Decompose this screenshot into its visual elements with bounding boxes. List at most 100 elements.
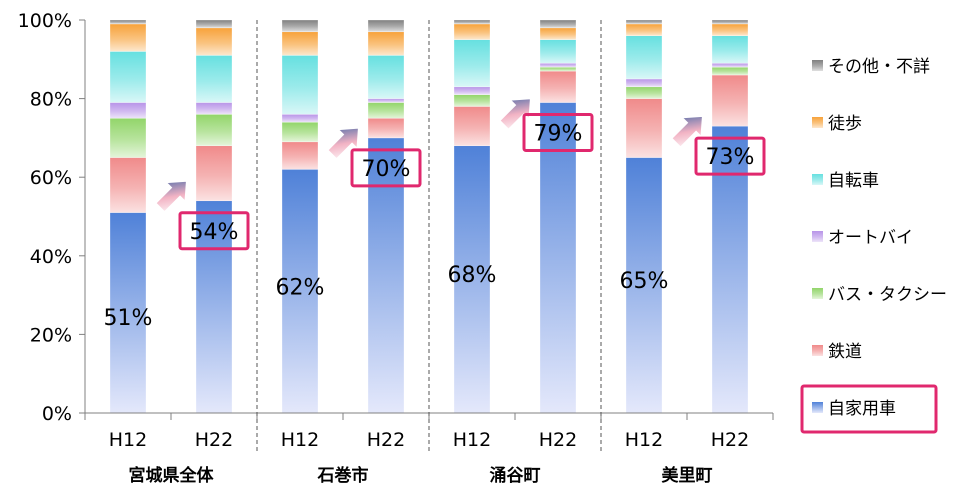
bar-seg-6-1 [195,19,233,29]
label-layer: 51% 54% 62% 70% 68% 79% 65% 73% [104,113,766,331]
bar-seg-3-4 [453,86,491,95]
trend-arrow-1 [327,127,359,160]
bar-seg-5-0 [109,23,147,52]
bar-seg-2-0 [109,118,147,158]
value-label-box-7 [694,136,766,176]
x-tick-label-1: H22 [195,429,233,451]
bar-seg-2-7 [711,66,749,76]
x-tick-label-6: H12 [625,429,663,451]
bar-seg-4-4 [453,39,491,88]
legend-label-2: バス・タクシー [828,285,947,305]
bar-seg-0-3 [367,137,405,414]
bar-seg-6-4 [453,19,491,25]
y-tick-label-5: 100% [18,10,72,32]
bar-seg-1-6 [625,98,663,158]
bar-seg-2-4 [453,94,491,107]
bar-seg-4-5 [539,39,577,64]
bar-seg-3-3 [367,98,405,103]
bar-seg-4-6 [625,35,663,80]
bar-seg-5-3 [367,31,405,56]
group-label-0: 宮城県全体 [129,465,215,486]
x-tick-label-2: H12 [281,429,319,451]
bar-seg-6-2 [281,19,319,33]
bar-seg-3-6 [625,78,663,88]
legend-swatch-5 [812,117,823,128]
bar-seg-3-1 [195,102,233,115]
axis-layer: 0% 20% 40% 60% 80% 100% H12 H22 H12 H22 H12 H22 H12 H… [18,10,774,486]
bar-seg-6-0 [109,19,147,25]
value-label-3: 70% [362,157,411,182]
legend-swatch-6 [812,60,823,71]
bar-seg-2-2 [281,121,319,143]
value-label-box-1 [178,211,250,251]
legend-swatch-0 [812,402,823,413]
bar-seg-6-6 [625,19,663,25]
legend-highlight-box [800,384,938,434]
bar-seg-1-0 [109,157,147,213]
bar-seg-1-5 [539,70,577,103]
legend-label-4: 自転車 [828,171,879,191]
legend-label-5: 徒歩 [828,114,862,134]
bar-seg-1-1 [195,145,233,202]
y-tick-label-3: 60% [30,167,72,189]
trend-arrow-2 [499,98,531,130]
bar-seg-5-7 [711,23,749,36]
value-label-5: 79% [534,122,583,147]
legend-label-6: その他・不詳 [828,57,930,77]
bar-seg-1-3 [367,118,405,139]
x-tick-label-0: H12 [109,429,147,451]
bar-seg-0-0 [109,212,147,414]
bar-seg-4-0 [109,51,147,103]
trend-arrow-3 [671,115,703,148]
bar-seg-5-2 [281,31,319,56]
x-tick-label-5: H22 [539,429,577,451]
value-label-box-5 [522,113,594,153]
legend-label-0: 自家用車 [828,399,896,419]
legend-swatch-1 [812,345,823,356]
legend-swatch-4 [812,174,823,185]
value-label-2: 62% [276,275,325,300]
bar-seg-4-3 [367,55,405,99]
trend-arrow-0 [155,180,187,213]
legend-swatch-3 [812,231,823,242]
bar-seg-6-3 [367,19,405,33]
y-tick-label-1: 20% [30,324,72,346]
x-tick-label-7: H22 [711,429,749,451]
group-label-1: 石巻市 [317,465,369,486]
bar-seg-3-0 [109,102,147,119]
bar-seg-2-5 [539,66,577,72]
group-label-3: 美里町 [662,465,713,486]
bar-seg-3-5 [539,62,577,68]
bar-seg-4-1 [195,55,233,103]
bar-seg-0-2 [281,169,319,414]
bars-layer [109,19,749,414]
bar-seg-2-1 [195,114,233,147]
bar-seg-2-3 [367,102,405,119]
bar-seg-3-7 [711,62,749,68]
value-label-4: 68% [448,263,497,288]
y-tick-label-2: 40% [30,246,72,268]
value-label-0: 51% [104,306,153,331]
bar-seg-2-6 [625,86,663,99]
value-label-box-3 [350,148,422,188]
bar-seg-5-1 [195,27,233,56]
bar-seg-5-5 [539,27,577,40]
bar-seg-5-6 [625,23,663,36]
bar-seg-0-4 [453,145,491,414]
group-label-2: 涌谷町 [490,466,541,486]
bar-seg-1-2 [281,141,319,170]
bar-seg-1-7 [711,74,749,127]
y-tick-label-0: 0% [42,403,72,425]
value-label-7: 73% [706,145,755,170]
value-label-6: 65% [620,269,669,294]
bar-seg-4-7 [711,35,749,64]
bar-seg-6-5 [539,19,577,29]
bar-seg-4-2 [281,55,319,115]
legend-label-3: オートバイ [828,228,913,248]
legend-swatch-2 [812,288,823,299]
x-tick-label-3: H22 [367,429,405,451]
x-tick-label-4: H12 [453,429,491,451]
value-label-1: 54% [190,220,239,245]
